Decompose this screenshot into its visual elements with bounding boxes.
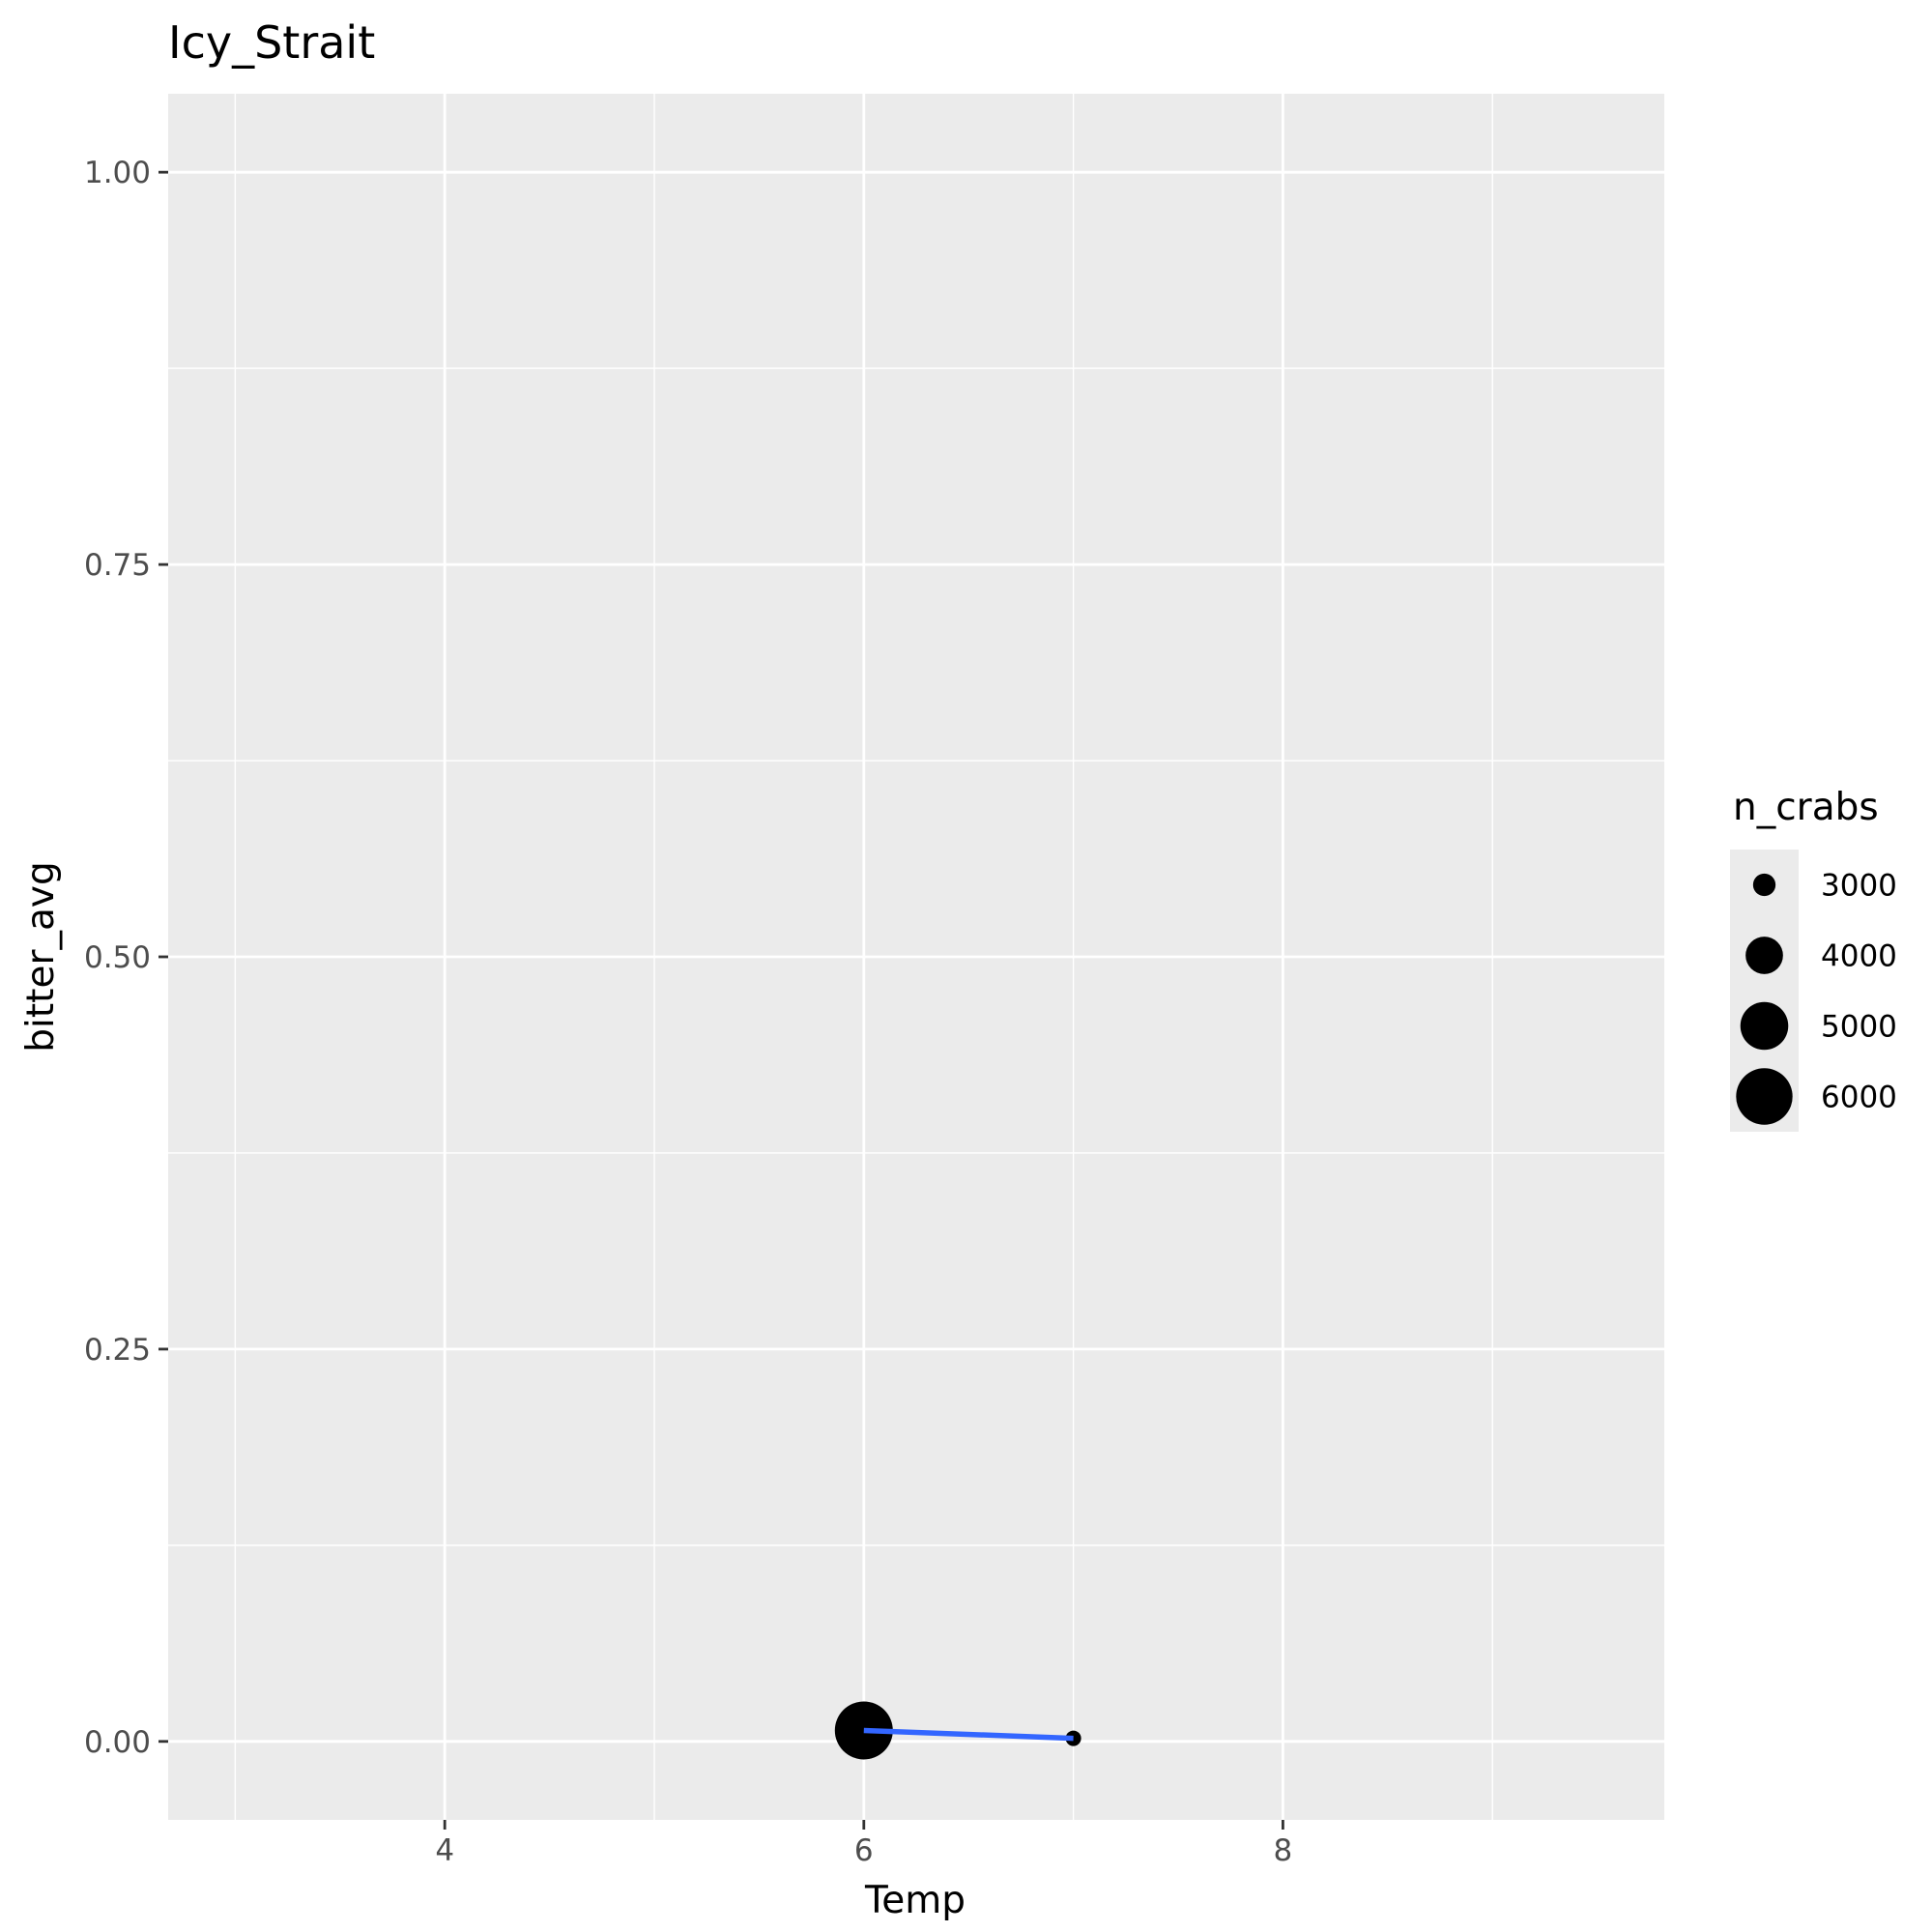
x-tick-label: 4 [435, 1833, 454, 1868]
y-tick-label: 0.00 [84, 1725, 151, 1760]
y-axis-title: bitter_avg [19, 861, 63, 1052]
legend: n_crabs 3000 4000 5000 6000 [1730, 786, 1897, 1132]
gridlines [168, 94, 1664, 1820]
legend-label: 5000 [1821, 1010, 1897, 1045]
y-tick-label: 0.50 [84, 940, 151, 975]
y-tick-label: 1.00 [84, 156, 151, 190]
chart-title: Icy_Strait [168, 16, 375, 69]
x-axis-title: Temp [864, 1879, 966, 1922]
legend-key [1740, 1001, 1789, 1051]
legend-title: n_crabs [1733, 786, 1879, 829]
legend-label: 3000 [1821, 869, 1897, 904]
x-tick-label: 8 [1274, 1833, 1293, 1868]
legend-key [1745, 937, 1783, 974]
data-series [834, 1701, 1081, 1760]
trend-line [863, 1727, 1074, 1742]
legend-key [1736, 1068, 1793, 1125]
legend-label: 6000 [1821, 1081, 1897, 1115]
legend-key [1752, 873, 1776, 897]
axes: 0.00 0.25 0.50 0.75 1.00 4 6 8 [84, 156, 1292, 1868]
y-tick-label: 0.25 [84, 1333, 151, 1368]
legend-label: 4000 [1821, 939, 1897, 974]
x-tick-label: 6 [854, 1833, 874, 1868]
y-tick-label: 0.75 [84, 548, 151, 583]
